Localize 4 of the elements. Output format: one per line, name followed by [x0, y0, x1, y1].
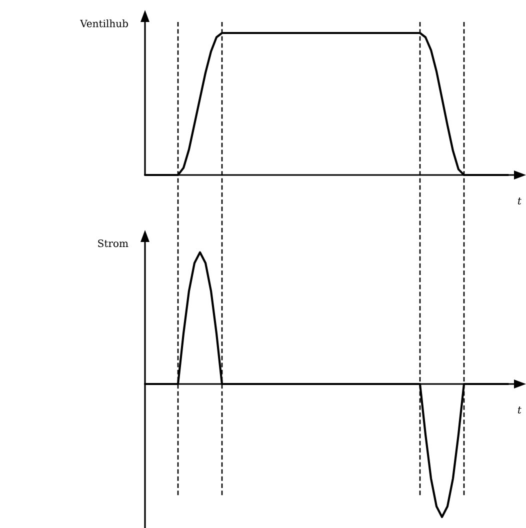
x-axis-title: t [518, 406, 522, 414]
x-axis-title: t [518, 198, 522, 204]
y-axis-title: Strom [98, 240, 128, 248]
y-axis-title: Ventilhub [80, 20, 128, 28]
